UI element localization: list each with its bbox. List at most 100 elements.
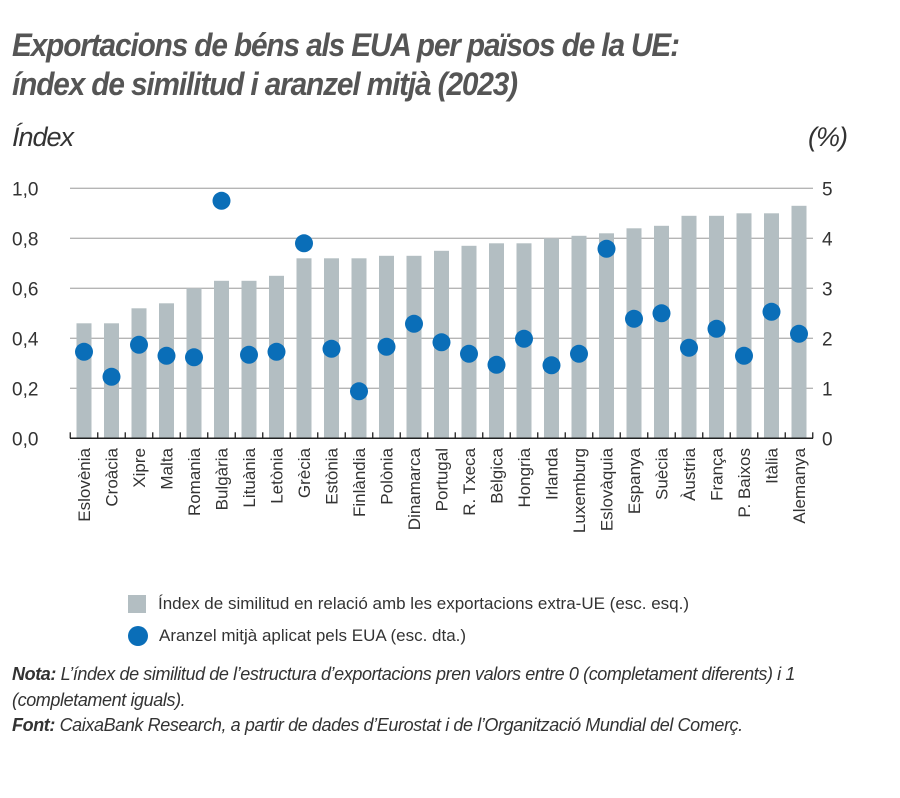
tariff-dot	[680, 338, 698, 357]
tariff-dot	[75, 342, 93, 361]
right-tick-label: 1	[822, 379, 833, 400]
legend-label: Aranzel mitjà aplicat pels EUA (esc. dta…	[159, 626, 467, 645]
category-label: Àustria	[680, 447, 699, 500]
bar	[791, 205, 807, 439]
category-label: Portugal	[433, 448, 452, 511]
bar	[406, 255, 422, 439]
legend-swatch-dot	[128, 626, 148, 646]
tariff-dot	[295, 234, 313, 253]
note: Nota: L’índex de similitud de l’estructu…	[12, 664, 795, 710]
tariff-dot	[377, 337, 396, 356]
tariff-dot	[735, 346, 753, 365]
category-label: Malta	[158, 447, 177, 489]
legend-swatch-bar	[128, 595, 146, 613]
title-line-2: índex de similitud i aranzel mitjà (2023…	[12, 66, 518, 102]
bar	[296, 258, 312, 439]
source: Font: CaixaBank Research, a partir de da…	[12, 715, 743, 735]
left-tick-label: 0,0	[12, 429, 38, 450]
bar	[571, 235, 587, 439]
chart-plot: 0,0 0 0,2 1 0,4 2 0,6 3 0,8 4 1,0 5 Eslovènia Croàcia…	[12, 179, 833, 533]
tariff-dot	[762, 302, 781, 321]
category-label: Eslovènia	[75, 447, 94, 521]
bar	[489, 243, 504, 439]
right-tick-label: 3	[822, 279, 833, 300]
right-axis-label: (%)	[808, 122, 848, 152]
tariff-dot	[267, 342, 286, 361]
category-label: Finlàndia	[350, 447, 369, 517]
tariff-dot	[542, 356, 561, 375]
bar	[214, 280, 229, 439]
category-label: Lituània	[240, 447, 259, 507]
left-axis-label: Índex	[12, 122, 74, 152]
bar	[626, 228, 642, 439]
legend: Índex de similitud en relació amb les ex…	[128, 588, 689, 652]
bar	[654, 225, 669, 439]
left-tick-label: 0,6	[12, 279, 38, 300]
bar	[764, 213, 779, 439]
bar	[544, 238, 559, 439]
category-label: Croàcia	[103, 447, 122, 506]
bar	[461, 245, 477, 439]
category-label: Polònia	[378, 447, 397, 504]
left-tick-label: 0,8	[12, 229, 38, 250]
category-label: França	[708, 447, 727, 500]
category-label: Luxemburg	[570, 448, 589, 533]
tariff-dot	[625, 309, 643, 328]
tariff-dot	[240, 345, 258, 364]
left-tick-label: 0,2	[12, 379, 38, 400]
tariff-dot	[487, 355, 506, 374]
bar	[76, 323, 92, 439]
tariff-dot	[405, 314, 423, 333]
tariff-dot	[515, 329, 533, 348]
category-label: Dinamarca	[405, 447, 424, 530]
left-tick-label: 0,4	[12, 329, 39, 350]
bar	[131, 308, 147, 439]
footnotes: Nota: L’índex de similitud de l’estructu…	[12, 662, 812, 739]
legend-item-bars: Índex de similitud en relació amb les ex…	[128, 588, 689, 620]
right-tick-label: 5	[822, 179, 833, 200]
left-tick-label: 1,0	[12, 179, 38, 200]
tariff-dot	[432, 333, 451, 352]
tariff-dot	[102, 367, 121, 386]
tariff-dot	[652, 304, 671, 323]
title-line-1: Exportacions de béns als EUA per països …	[12, 27, 680, 63]
category-label: Bulgària	[213, 447, 232, 510]
category-label: Romania	[185, 447, 204, 516]
tariff-dot	[130, 335, 148, 354]
category-label: Espanya	[625, 447, 644, 514]
right-tick-label: 0	[822, 429, 833, 450]
category-label: Grècia	[295, 447, 314, 498]
category-label: Alemanya	[790, 447, 809, 523]
category-label: Suècia	[653, 447, 672, 500]
right-tick-label: 2	[822, 329, 833, 350]
bar	[736, 213, 752, 439]
tariff-dot	[322, 339, 341, 358]
category-label: Xipre	[130, 448, 149, 488]
bar	[159, 303, 174, 439]
legend-label: Índex de similitud en relació amb les ex…	[158, 594, 690, 613]
tariff-dot	[790, 324, 808, 343]
category-label: Itàlia	[763, 447, 782, 483]
bar	[351, 258, 367, 439]
tariff-dot	[350, 382, 368, 401]
tariff-dot	[570, 344, 588, 363]
category-label: Bèlgica	[488, 447, 507, 503]
right-tick-label: 4	[822, 229, 833, 250]
tariff-dot	[597, 239, 616, 258]
tariff-dot	[185, 348, 203, 367]
category-label: Estònia	[323, 447, 342, 504]
tariff-dot	[157, 346, 176, 365]
bar	[599, 233, 614, 439]
legend-item-dots: Aranzel mitjà aplicat pels EUA (esc. dta…	[128, 620, 689, 652]
category-label: Eslovàquia	[598, 447, 617, 531]
category-label: P. Baixos	[735, 448, 754, 518]
category-label: Irlanda	[543, 447, 562, 500]
tariff-dot	[707, 319, 726, 338]
category-label: Letònia	[268, 447, 287, 503]
category-label: R. Txeca	[460, 447, 479, 515]
bar	[681, 215, 697, 439]
category-label: Hongria	[515, 447, 534, 507]
tariff-dot	[212, 191, 231, 210]
chart-title: Exportacions de béns als EUA per països …	[12, 26, 680, 104]
tariff-dot	[460, 344, 478, 363]
